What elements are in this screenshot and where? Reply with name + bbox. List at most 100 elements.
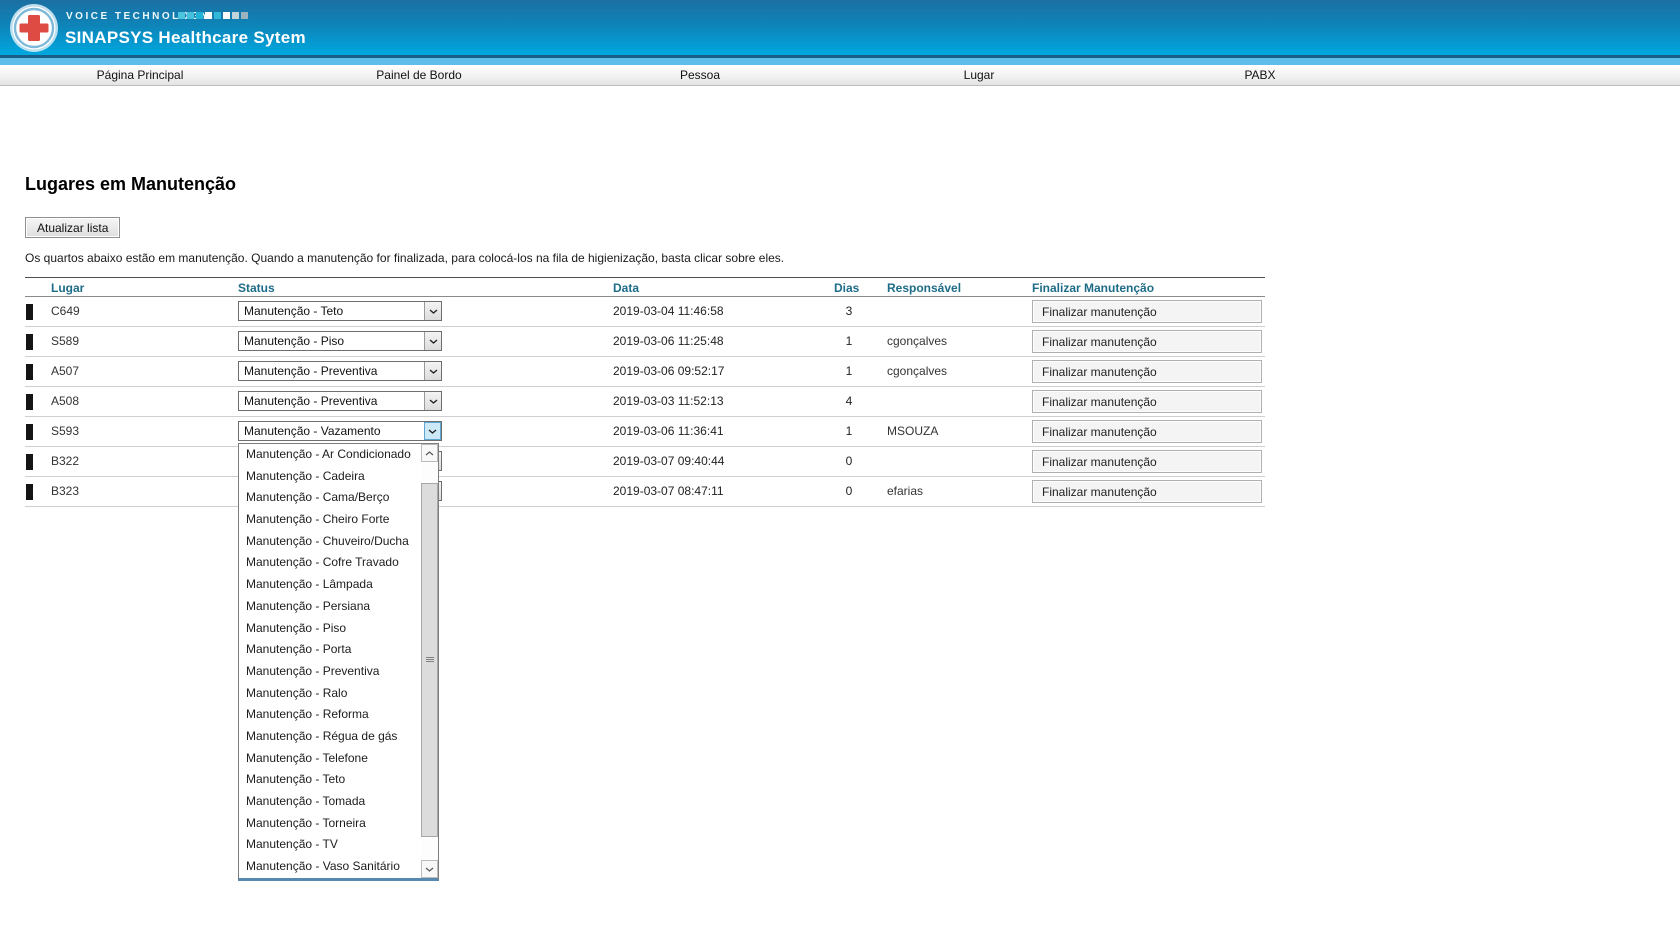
status-select[interactable]: Manutenção - Preventiva [238,361,442,381]
status-option-lampada[interactable]: Manutenção - Lâmpada [246,577,373,592]
scrollbar-thumb[interactable] [421,483,438,837]
room-status-bar-icon [26,364,33,380]
brand-square-icon [196,12,203,19]
status-option-cheiro-forte[interactable]: Manutenção - Cheiro Forte [246,512,390,527]
status-select-value: Manutenção - Piso [244,334,345,348]
status-option-cadeira[interactable]: Manutenção - Cadeira [246,468,365,483]
finalize-maintenance-button[interactable]: Finalizar manutenção [1032,450,1262,473]
table-row-s589[interactable]: S589 Manutenção - Piso 2019-03-06 11:25:48… [25,327,1265,357]
finalize-maintenance-button[interactable]: Finalizar manutenção [1032,390,1262,413]
chevron-down-icon [429,308,437,314]
header-divider [0,55,1680,58]
nav-item-pessoa[interactable]: Pessoa [679,68,721,82]
days-count: 1 [845,334,853,348]
status-option-regua-de-gas[interactable]: Manutenção - Régua de gás [246,728,398,743]
nav-item-lugar[interactable]: Lugar [963,68,995,82]
status-select[interactable]: Manutenção - Preventiva [238,391,442,411]
column-header-status: Status [238,281,275,295]
app-header: VOICE TECHNOLOGY SINAPSYS Healthcare Syt… [0,0,1680,55]
page-title: Lugares em Manutenção [25,174,237,194]
finalize-maintenance-button[interactable]: Finalizar manutenção [1032,360,1262,383]
room-code: S593 [51,424,80,438]
room-code: B323 [51,484,80,498]
select-arrow-button[interactable] [424,422,441,440]
maintenance-date: 2019-03-06 11:25:48 [613,334,724,348]
chevron-down-icon [429,338,437,344]
scrollbar-grip-icon [426,657,434,663]
status-option-torneira[interactable]: Manutenção - Torneira [246,815,366,830]
status-option-chuveiro-ducha[interactable]: Manutenção - Chuveiro/Ducha [246,533,409,548]
table-row-b323[interactable]: B323 2019-03-07 08:47:11 0 efarias Finalizar… [25,477,1265,507]
status-dropdown-list: Manutenção - Ar Condicionado Manutenção -… [238,443,439,881]
maintenance-date: 2019-03-06 09:52:17 [613,364,725,378]
days-count: 0 [845,454,853,468]
maintenance-date: 2019-03-04 11:46:58 [613,304,724,318]
status-option-tv[interactable]: Manutenção - TV [246,837,338,852]
room-code: C649 [51,304,80,318]
brand-square-icon [241,12,248,19]
room-code: S589 [51,334,80,348]
status-option-vaso-sanitario[interactable]: Manutenção - Vaso Sanitário [246,859,400,874]
select-arrow-button[interactable] [424,302,441,320]
column-header-dias: Dias [834,281,860,295]
dropdown-scrollbar-track[interactable] [421,444,438,878]
refresh-list-button[interactable]: Atualizar lista [25,217,121,238]
table-row-a508[interactable]: A508 Manutenção - Preventiva 2019-03-03 11… [25,387,1265,417]
status-select[interactable]: Manutenção - Vazamento [238,421,442,441]
select-arrow-button[interactable] [424,362,441,380]
status-option-ar-condicionado[interactable]: Manutenção - Ar Condicionado [246,447,411,461]
scrollbar-down-button[interactable] [421,860,438,878]
status-option-ralo[interactable]: Manutenção - Ralo [246,685,348,700]
days-count: 1 [845,364,853,378]
scrollbar-up-button[interactable] [421,444,438,462]
nav-item-pabx[interactable]: PABX [1244,68,1276,82]
header-accent-strip [0,58,1680,65]
status-dropdown-options: Manutenção - Ar Condicionado Manutenção -… [239,444,438,878]
select-arrow-button[interactable] [424,332,441,350]
nav-item-painel-de-bordo[interactable]: Painel de Bordo [376,68,462,82]
column-header-lugar: Lugar [51,281,85,295]
status-select-value: Manutenção - Preventiva [244,394,378,408]
column-header-data: Data [613,281,640,295]
status-select[interactable]: Manutenção - Piso [238,331,442,351]
responsible-user: efarias [887,484,924,498]
days-count: 0 [845,484,853,498]
table-row-c649[interactable]: C649 Manutenção - Teto 2019-03-04 11:46:58… [25,297,1265,327]
status-option-tomada[interactable]: Manutenção - Tomada [246,794,366,808]
chevron-up-icon [425,450,434,455]
status-option-reforma[interactable]: Manutenção - Reforma [246,707,369,722]
status-option-porta[interactable]: Manutenção - Porta [246,642,352,657]
page-description: Os quartos abaixo estão em manutenção. Q… [25,251,785,265]
table-row-b322[interactable]: B322 2019-03-07 09:40:44 0 Finalizar manute… [25,447,1265,477]
status-select-value: Manutenção - Teto [244,304,344,318]
status-option-telefone[interactable]: Manutenção - Telefone [246,750,368,765]
nav-item-pagina-principal[interactable]: Página Principal [96,68,184,82]
finalize-maintenance-button[interactable]: Finalizar manutenção [1032,300,1262,323]
column-header-finalizar-manutencao: Finalizar Manutenção [1032,281,1155,295]
table-row-s593[interactable]: S593 Manutenção - Vazamento 2019-03-06 11:… [25,417,1265,447]
brand-tagline: VOICE TECHNOLOGY [66,11,211,22]
status-option-persiana[interactable]: Manutenção - Persiana [246,598,371,613]
status-option-teto[interactable]: Manutenção - Teto [246,772,346,787]
room-status-bar-icon [26,484,33,500]
status-select[interactable]: Manutenção - Teto [238,301,442,321]
room-status-bar-icon [26,424,33,440]
room-status-bar-icon [26,454,33,470]
status-option-preventiva[interactable]: Manutenção - Preventiva [246,663,380,678]
finalize-maintenance-button[interactable]: Finalizar manutenção [1032,420,1262,443]
days-count: 4 [845,394,853,408]
finalize-maintenance-button[interactable]: Finalizar manutenção [1032,480,1262,503]
status-option-cofre-travado[interactable]: Manutenção - Cofre Travado [246,555,399,570]
main-nav: Página Principal Painel de Bordo Pessoa Lug… [0,65,1680,86]
maintenance-date: 2019-03-07 08:47:11 [613,484,724,498]
room-code: A508 [51,394,80,408]
finalize-maintenance-button[interactable]: Finalizar manutenção [1032,330,1262,353]
status-option-cama-berco[interactable]: Manutenção - Cama/Berço [246,490,390,505]
room-code: A507 [51,364,80,378]
status-option-piso[interactable]: Manutenção - Piso [246,620,347,635]
app-title: SINAPSYS Healthcare Sytem [65,28,306,47]
table-row-a507[interactable]: A507 Manutenção - Preventiva 2019-03-06 09… [25,357,1265,387]
room-status-bar-icon [26,394,33,410]
select-arrow-button[interactable] [424,392,441,410]
